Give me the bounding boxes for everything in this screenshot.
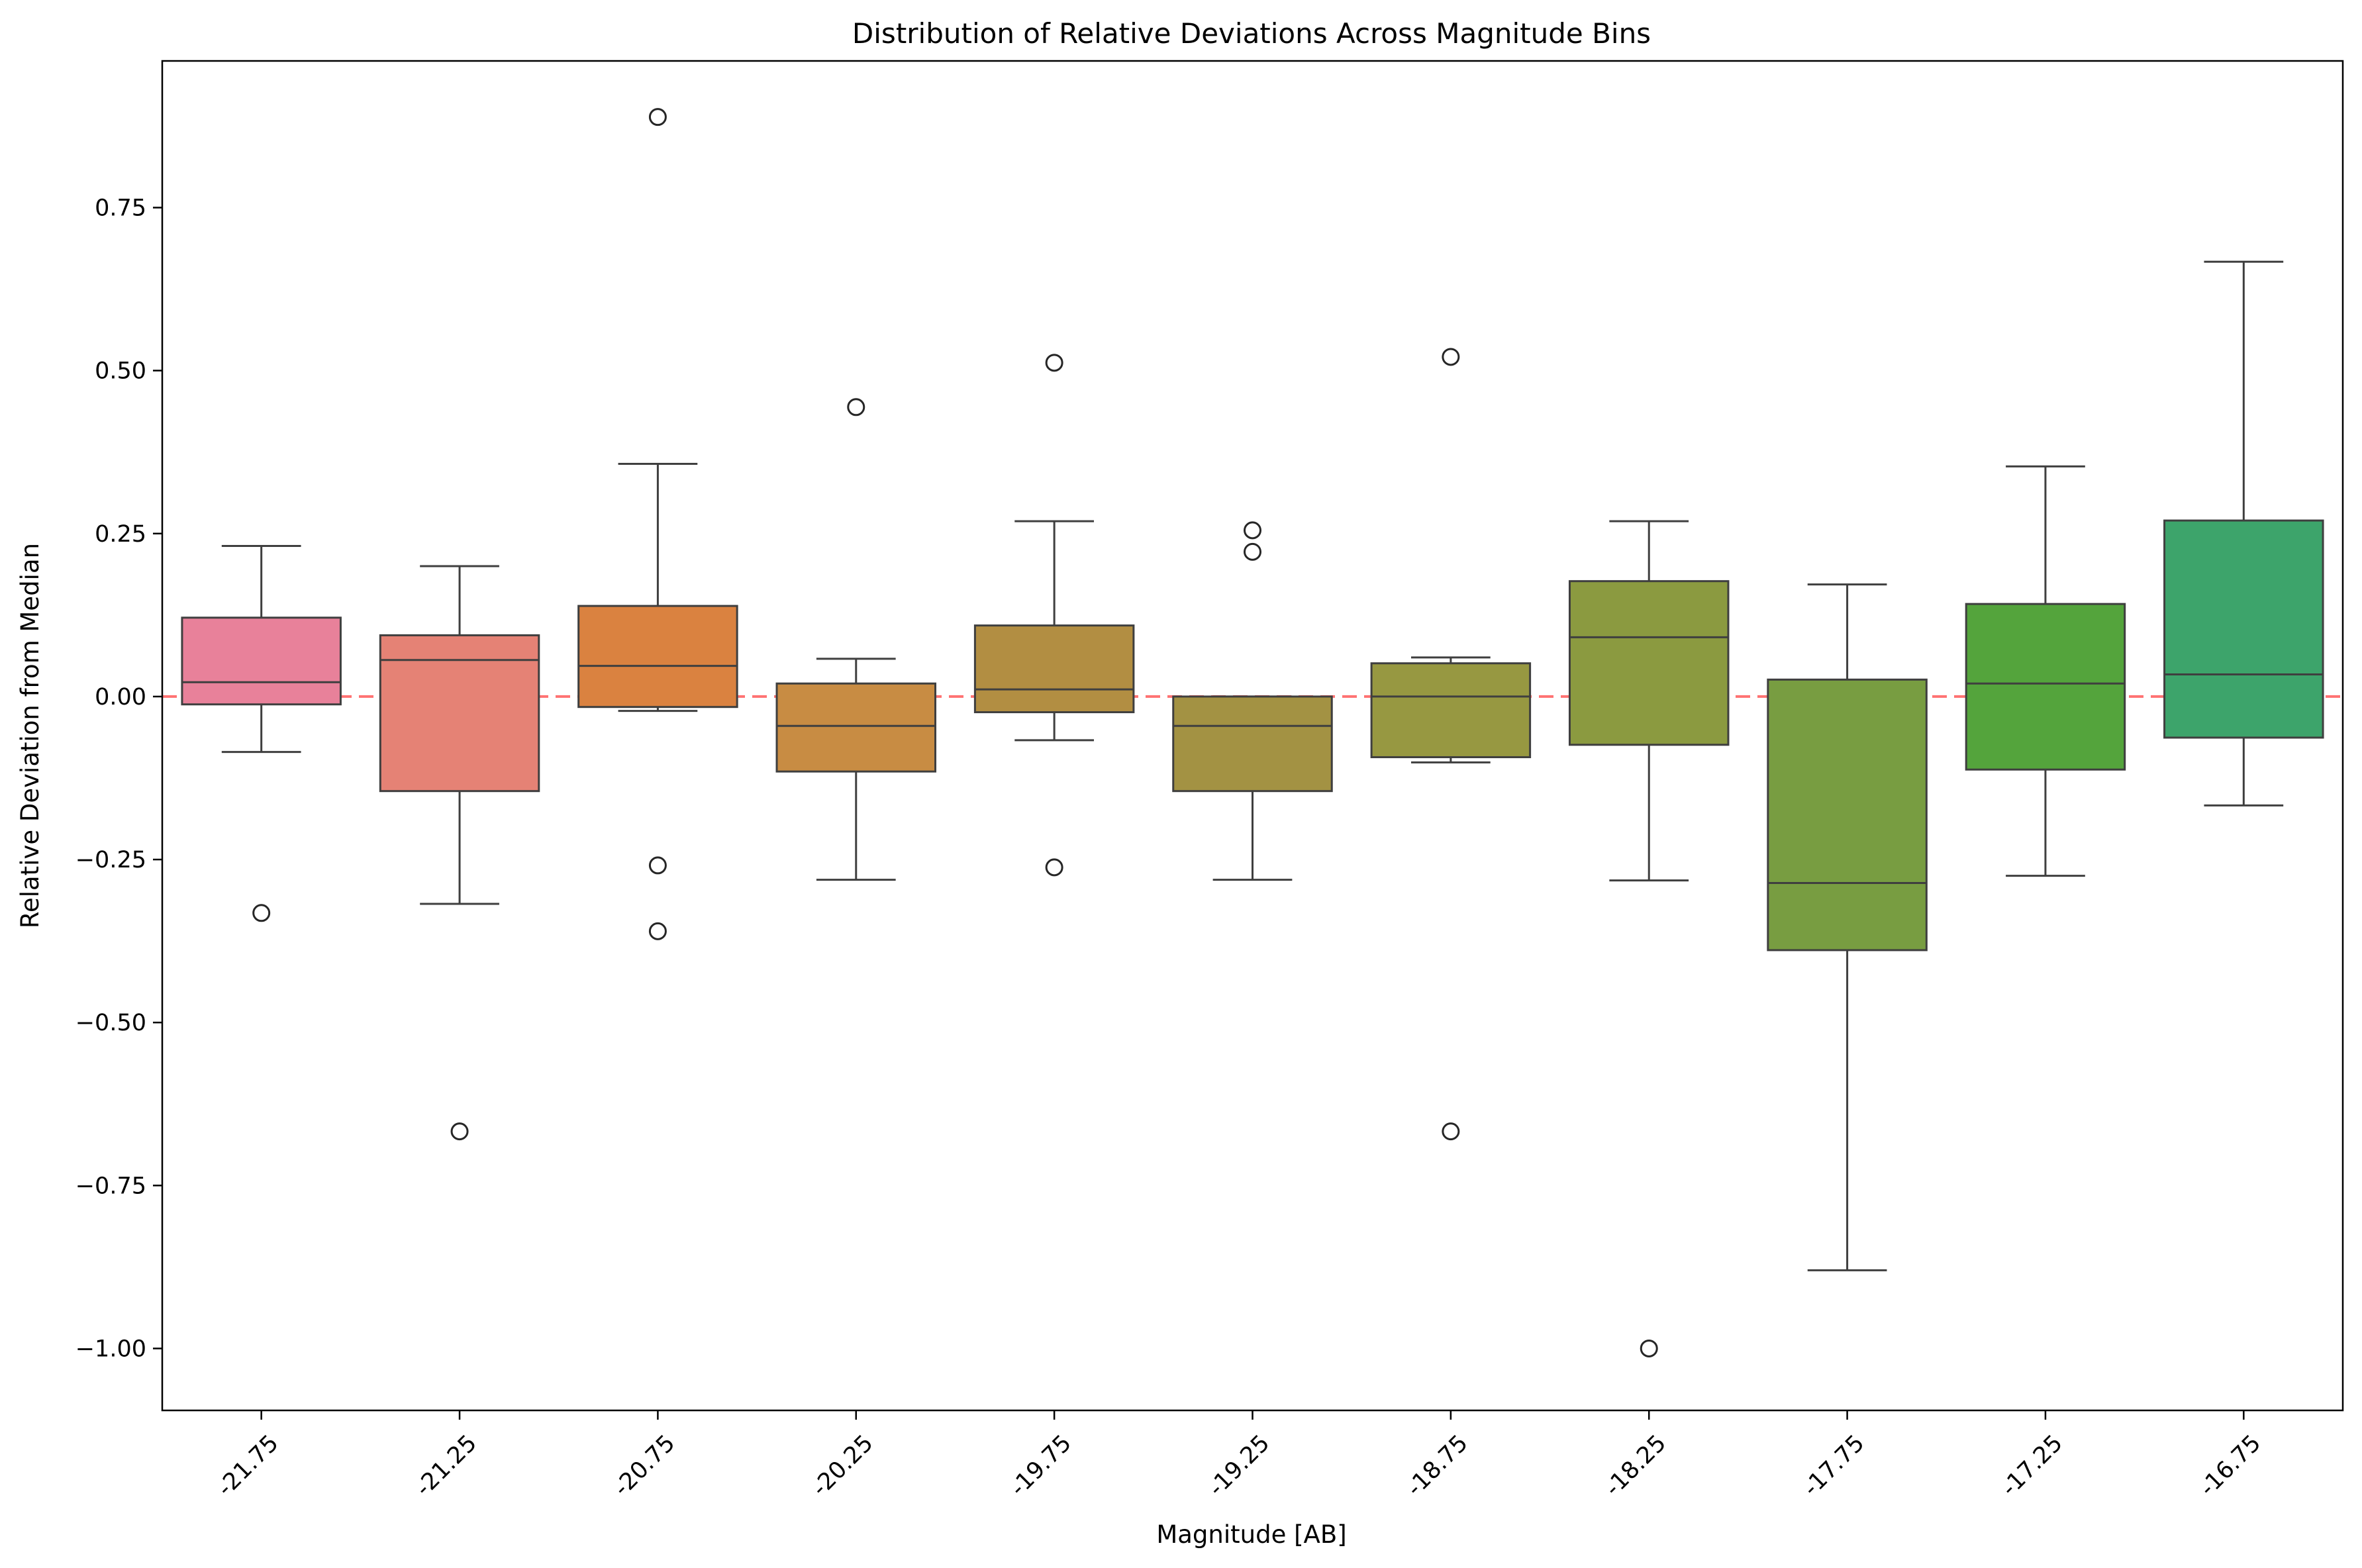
- y-tick-label: −0.75: [75, 1173, 146, 1199]
- outlier-point: [648, 856, 667, 875]
- outlier-point: [1045, 858, 1063, 877]
- outlier-point: [847, 398, 865, 416]
- iqr-box: [1568, 580, 1730, 746]
- outlier-point: [1244, 542, 1261, 561]
- y-tick-label: −0.50: [75, 1010, 146, 1036]
- box--21.75: [181, 544, 342, 922]
- iqr-box: [775, 682, 937, 773]
- y-axis-ticks: −1.00 −0.75 −0.50 −0.25 0.00 0.25 0.50 0.75: [75, 195, 162, 1362]
- outlier-point: [1640, 1339, 1658, 1357]
- iqr-box: [1965, 603, 2126, 771]
- box--16.75: [2163, 260, 2324, 807]
- y-tick-label: 0.75: [95, 195, 146, 222]
- box--21.25: [379, 565, 540, 1141]
- box-series: [181, 108, 2324, 1357]
- box--17.75: [1767, 583, 1928, 1271]
- outlier-point: [648, 108, 667, 126]
- outlier-point: [1244, 521, 1261, 540]
- outlier-point: [1045, 354, 1063, 372]
- outlier-point: [450, 1122, 469, 1141]
- box--18.75: [1370, 348, 1532, 1141]
- box--17.25: [1965, 465, 2126, 877]
- y-tick-label: 0.00: [95, 684, 146, 710]
- iqr-box: [1172, 695, 1333, 793]
- chart-title: Distribution of Relative Deviations Acro…: [852, 17, 1651, 50]
- outlier-point: [1442, 1122, 1460, 1141]
- iqr-box: [181, 616, 342, 706]
- box--18.25: [1568, 520, 1730, 1357]
- plot-area-frame: [161, 60, 2344, 1412]
- x-axis-label: Magnitude [AB]: [1156, 1520, 1346, 1549]
- box--20.75: [577, 108, 738, 940]
- iqr-box: [973, 624, 1135, 714]
- box--19.25: [1172, 521, 1333, 881]
- box--20.25: [775, 398, 937, 881]
- outlier-point: [252, 904, 271, 922]
- box--19.75: [973, 354, 1135, 877]
- outlier-point: [648, 922, 667, 940]
- iqr-box: [577, 605, 738, 709]
- outlier-point: [1442, 348, 1460, 366]
- iqr-box: [1370, 662, 1532, 758]
- iqr-box: [1767, 678, 1928, 952]
- iqr-box: [2163, 519, 2324, 739]
- iqr-box: [379, 634, 540, 793]
- y-tick-label: 0.25: [95, 521, 146, 548]
- y-tick-label: −0.25: [75, 847, 146, 873]
- y-tick-label: −1.00: [75, 1336, 146, 1362]
- y-axis-label: Relative Deviation from Median: [16, 543, 44, 928]
- y-tick-label: 0.50: [95, 358, 146, 385]
